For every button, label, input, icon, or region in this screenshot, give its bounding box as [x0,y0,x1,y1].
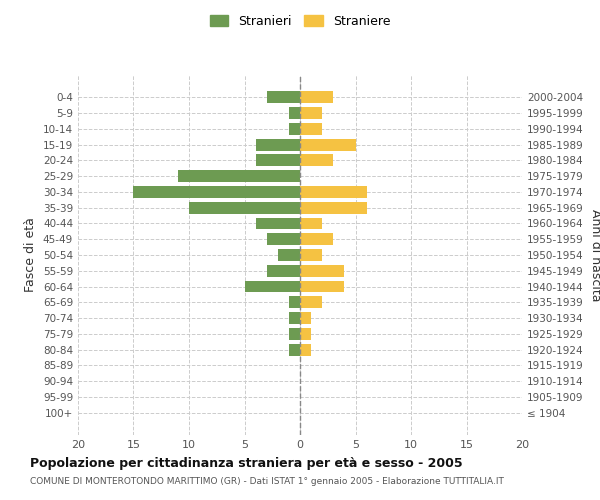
Bar [267,234,300,245]
Bar [300,280,344,292]
Bar [189,202,300,213]
Bar [300,296,322,308]
Text: Popolazione per cittadinanza straniera per età e sesso - 2005: Popolazione per cittadinanza straniera p… [30,458,463,470]
Legend: Stranieri, Straniere: Stranieri, Straniere [206,11,394,32]
Bar [300,234,334,245]
Bar [278,249,300,261]
Bar [300,344,311,355]
Y-axis label: Anni di nascita: Anni di nascita [589,209,600,301]
Bar [133,186,300,198]
Bar [300,92,334,103]
Bar [289,123,300,134]
Bar [300,328,311,340]
Y-axis label: Fasce di età: Fasce di età [25,218,37,292]
Bar [300,154,334,166]
Text: COMUNE DI MONTEROTONDO MARITTIMO (GR) - Dati ISTAT 1° gennaio 2005 - Elaborazion: COMUNE DI MONTEROTONDO MARITTIMO (GR) - … [30,478,504,486]
Bar [267,92,300,103]
Bar [300,186,367,198]
Bar [256,138,300,150]
Bar [289,312,300,324]
Bar [300,107,322,119]
Bar [178,170,300,182]
Bar [300,123,322,134]
Bar [300,312,311,324]
Bar [289,344,300,355]
Bar [256,154,300,166]
Bar [289,107,300,119]
Bar [289,328,300,340]
Bar [289,296,300,308]
Bar [300,249,322,261]
Bar [300,265,344,276]
Bar [300,138,356,150]
Bar [245,280,300,292]
Bar [267,265,300,276]
Bar [256,218,300,230]
Bar [300,218,322,230]
Bar [300,202,367,213]
